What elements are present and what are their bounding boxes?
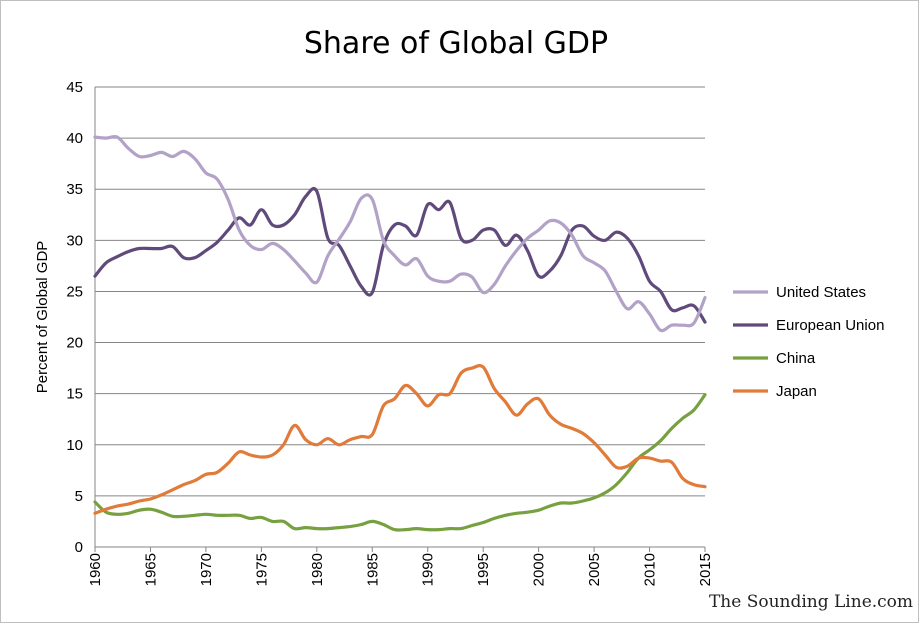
y-tick-label: 30 [66,232,83,249]
gridlines [95,86,705,497]
y-tick-label: 20 [66,335,83,352]
x-tick-label: 2010 [642,553,659,586]
x-tick-label: 2000 [531,553,548,586]
x-tick-label: 2005 [586,553,603,586]
series-line-japan [93,364,707,515]
y-tick-label: 45 [66,79,83,96]
legend-label: Japan [776,383,817,400]
y-tick-label: 25 [66,283,83,300]
y-tick-label: 40 [66,130,83,147]
legend-label: United States [776,284,866,301]
x-tick-label: 1985 [364,553,381,586]
source-credit: The Sounding Line.com [709,592,913,612]
axes [94,87,706,552]
x-tick-label: 1960 [87,553,104,586]
series-line-european-union [93,186,707,324]
legend-label: European Union [776,317,884,334]
legend-item: United States [733,284,866,301]
x-tick-label: 1970 [198,553,215,586]
y-tick-label: 5 [75,488,83,505]
legend-label: China [776,350,816,367]
legend-item: Japan [733,383,817,400]
x-tick-label: 1995 [475,553,492,586]
series-line-united-states [93,134,707,333]
legend: United States European Union China Japan [733,284,884,400]
x-tick-label: 1990 [420,553,437,586]
y-tick-label: 35 [66,181,83,198]
x-tick-label: 1975 [253,553,270,586]
legend-item: China [733,350,816,367]
y-tick-label: 0 [75,539,83,556]
legend-item: European Union [733,317,884,334]
x-tick-label: 2015 [697,553,714,586]
series-line-china [93,393,707,532]
x-tick-label: 1980 [309,553,326,586]
x-tick-labels: 1960 1965 1970 1975 1980 1985 1990 1995 2000 2005… [87,553,714,586]
x-tick-label: 1965 [142,553,159,586]
y-tick-labels: 0 5 10 15 20 25 30 35 40 45 [66,79,83,556]
y-tick-label: 10 [66,437,83,454]
chart-title: Share of Global GDP [304,26,608,61]
series-lines [93,134,707,532]
y-tick-label: 15 [66,386,83,403]
y-axis-label: Percent of Global GDP [34,241,51,394]
